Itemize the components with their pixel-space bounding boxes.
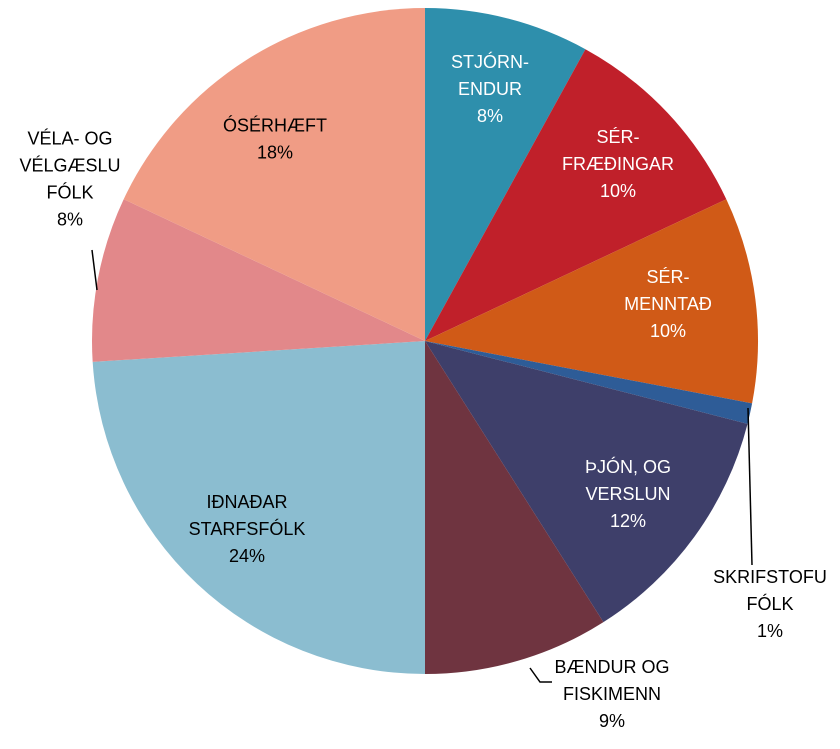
slice-label: IÐNAÐAR STARFSFÓLK: [189, 492, 306, 539]
pie-slice: [123, 8, 425, 341]
leader-line: [747, 407, 753, 566]
slice-label: SKRIFSTOFU FÓLK: [713, 567, 827, 614]
slice-label: STJÓRN-ENDUR: [451, 51, 529, 99]
pie-slice: [425, 49, 727, 341]
pie-slice: [425, 8, 586, 341]
slice-value-label: 8%: [57, 209, 83, 229]
leader-line: [529, 667, 552, 683]
pie-slice: [425, 341, 604, 674]
pie-slice: [425, 341, 753, 424]
slice-value-label: 12%: [610, 511, 646, 531]
slice-label: ÓSÉRHÆFT: [223, 114, 327, 135]
slice-value-label: 24%: [229, 546, 265, 566]
slice-label: ÞJÓN, OG VERSLUN: [585, 456, 671, 504]
slice-label: VÉLA- OG VÉLGÆSLU FÓLK: [19, 128, 120, 202]
pie-slice: [91, 199, 425, 362]
pie-slice: [425, 341, 748, 623]
slice-value-label: 18%: [257, 142, 293, 162]
slice-value-label: 9%: [599, 711, 625, 731]
slice-label: SÉR-MENNTAÐ: [624, 267, 712, 314]
slice-value-label: 1%: [757, 621, 783, 641]
leader-line: [91, 249, 98, 291]
slice-value-label: 10%: [650, 321, 686, 341]
slice-value-label: 8%: [477, 106, 503, 126]
slice-label: SÉR-FRÆÐINGAR: [562, 127, 674, 174]
slice-value-label: 10%: [600, 181, 636, 201]
pie-slice: [92, 341, 425, 674]
pie-slice: [425, 199, 759, 404]
slice-label: BÆNDUR OG FISKIMENN: [554, 657, 669, 704]
